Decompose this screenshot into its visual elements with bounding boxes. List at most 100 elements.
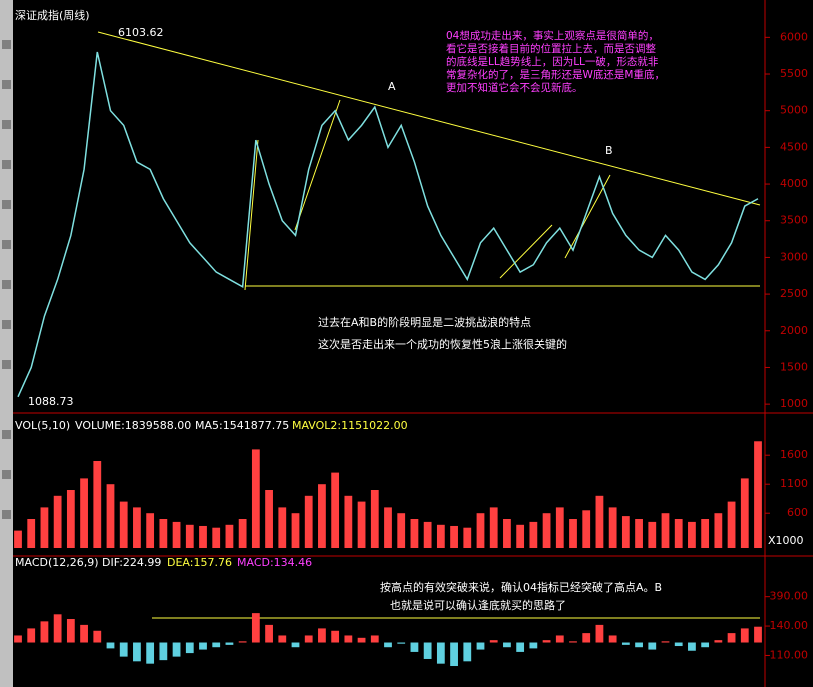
bar <box>384 642 392 648</box>
annotation: 也就是说可以确认逢底就买的思路了 <box>390 598 566 612</box>
bar <box>80 478 88 548</box>
y-tick-label: 4000 <box>780 177 808 190</box>
bar <box>582 633 591 643</box>
y-tick-label: 2000 <box>780 324 808 337</box>
indicator-stat: MA5:1541877.75 <box>195 419 289 432</box>
bar <box>595 624 604 643</box>
bar <box>595 495 604 548</box>
y-tick-label: -110.00 <box>766 648 808 661</box>
bar <box>146 513 155 548</box>
y-tick-label: 3000 <box>780 250 808 263</box>
y-tick-label: 2500 <box>780 287 808 300</box>
toolbar-icons <box>2 40 11 519</box>
bar <box>582 510 591 548</box>
bar <box>701 519 710 548</box>
y-tick-label: 5500 <box>780 67 808 80</box>
bar <box>331 630 340 643</box>
point-label: A <box>388 80 396 93</box>
bar <box>661 513 670 548</box>
bar <box>357 501 366 548</box>
bar <box>688 521 696 548</box>
bar <box>529 521 538 548</box>
indicator-stat: MACD:134.46 <box>237 556 312 569</box>
note-line: 常复杂化的了，是三角形还是W底还是M重底， <box>446 69 665 81</box>
bar <box>754 441 762 548</box>
bar <box>53 495 62 548</box>
y-tick-label: 4500 <box>780 140 808 153</box>
bar <box>212 527 221 548</box>
bar <box>674 519 683 548</box>
bar <box>503 642 511 648</box>
bar <box>754 626 762 643</box>
price-line <box>17 51 759 398</box>
bar <box>476 513 485 548</box>
bar <box>436 642 445 664</box>
bar <box>159 519 168 548</box>
bar <box>172 521 181 548</box>
bar <box>318 628 326 643</box>
bar <box>608 635 617 643</box>
bar <box>344 635 353 643</box>
y-tick-label: 3500 <box>780 214 808 227</box>
indicator-label: VOL(5,10) <box>15 419 70 432</box>
bar <box>674 642 683 647</box>
point-label: B <box>605 144 613 157</box>
bar <box>304 495 313 548</box>
frame <box>13 0 813 687</box>
annotation: 过去在A和B的阶段明显是二波挑战浪的特点 <box>318 315 531 329</box>
bar <box>489 507 498 548</box>
bar <box>278 635 287 643</box>
bar <box>14 635 22 643</box>
bar <box>489 640 498 643</box>
y-tick-label: 1600 <box>780 448 808 461</box>
bar <box>119 642 128 657</box>
y-tick-label: 1100 <box>780 477 808 490</box>
bar <box>14 530 22 548</box>
bar <box>225 524 234 548</box>
bar <box>714 513 723 548</box>
bar <box>516 642 525 652</box>
indicator-stat: VOLUME:1839588.00 <box>75 419 191 432</box>
bar <box>410 642 419 652</box>
bar <box>119 501 128 548</box>
bar <box>370 490 379 548</box>
note-line: 04想成功走出来，事实上观察点是很简单的， <box>446 30 659 42</box>
bar <box>185 642 194 654</box>
bar <box>384 507 392 548</box>
bar <box>516 524 525 548</box>
bar <box>66 490 75 548</box>
bar <box>357 637 366 643</box>
bar <box>450 525 458 548</box>
bar <box>648 642 657 650</box>
y-tick-label: 1500 <box>780 360 808 373</box>
low-label: 1088.73 <box>28 395 74 408</box>
bar <box>172 642 181 657</box>
bar <box>80 624 88 643</box>
note: 04想成功走出来，事实上观察点是很简单的， 看它是否接着目前的位置拉上去，而是否调… <box>446 30 706 95</box>
indicator-stat: DEA:157.76 <box>167 556 232 569</box>
bar <box>569 519 577 548</box>
bar <box>397 642 406 644</box>
bar <box>621 516 630 548</box>
y-tick-label: 390.00 <box>770 590 809 603</box>
bar <box>66 619 75 643</box>
bar <box>265 624 273 643</box>
bar <box>251 449 260 548</box>
bar <box>423 642 432 659</box>
bar <box>476 642 485 650</box>
indicator-label: MACD(12,26,9) <box>15 556 99 569</box>
bar <box>542 513 551 548</box>
bar <box>238 519 247 548</box>
bar <box>635 642 643 648</box>
bar <box>291 513 300 548</box>
bar <box>106 642 115 649</box>
bar <box>635 519 643 548</box>
bar <box>555 507 564 548</box>
bar <box>238 641 247 643</box>
bar <box>27 519 36 548</box>
bar <box>278 507 287 548</box>
bar <box>450 642 458 667</box>
bar <box>608 507 617 548</box>
bar <box>291 642 300 648</box>
